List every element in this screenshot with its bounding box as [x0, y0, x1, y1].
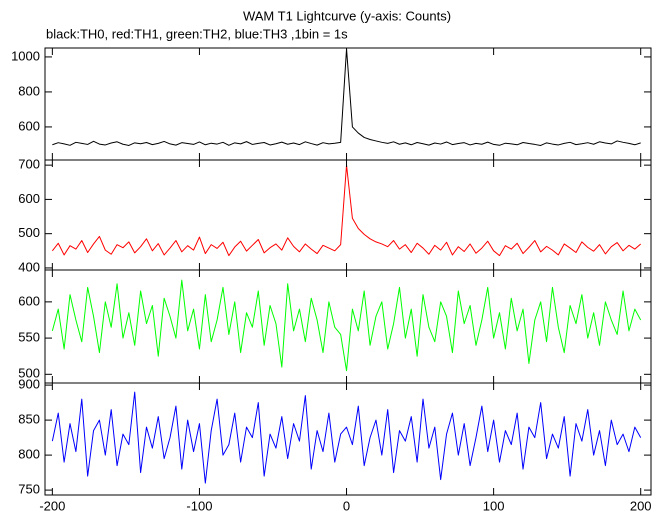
x-tick-label: -100: [186, 498, 212, 513]
y-tick-label: 750: [18, 482, 40, 497]
panel-frame: [44, 269, 652, 384]
chart-subtitle: black:TH0, red:TH1, green:TH2, blue:TH3 …: [46, 26, 348, 41]
y-tick-label: 900: [18, 377, 40, 392]
light-curve: [51, 279, 642, 372]
y-tick-label: 500: [18, 366, 40, 381]
y-tick-label: 850: [18, 412, 40, 427]
x-tick-label: 100: [483, 498, 505, 513]
panel-frame: [44, 382, 652, 496]
x-tick-label: 200: [630, 498, 652, 513]
y-tick-label: 400: [18, 259, 40, 274]
x-tick-label: 0: [343, 498, 350, 513]
x-tick-label: -200: [39, 498, 65, 513]
chart-title: WAM T1 Lightcurve (y-axis: Counts): [243, 8, 451, 23]
y-tick-label: 600: [18, 191, 40, 206]
y-tick-label: 1000: [11, 48, 40, 63]
light-curve: [51, 391, 642, 484]
y-tick-label: 800: [18, 83, 40, 98]
y-tick-label: 800: [18, 447, 40, 462]
y-tick-label: 500: [18, 225, 40, 240]
light-curve: [52, 48, 641, 146]
y-tick-label: 600: [18, 118, 40, 133]
y-tick-label: 700: [18, 157, 40, 172]
light-curve: [51, 164, 642, 257]
y-tick-label: 600: [18, 293, 40, 308]
y-tick-label: 550: [18, 330, 40, 345]
